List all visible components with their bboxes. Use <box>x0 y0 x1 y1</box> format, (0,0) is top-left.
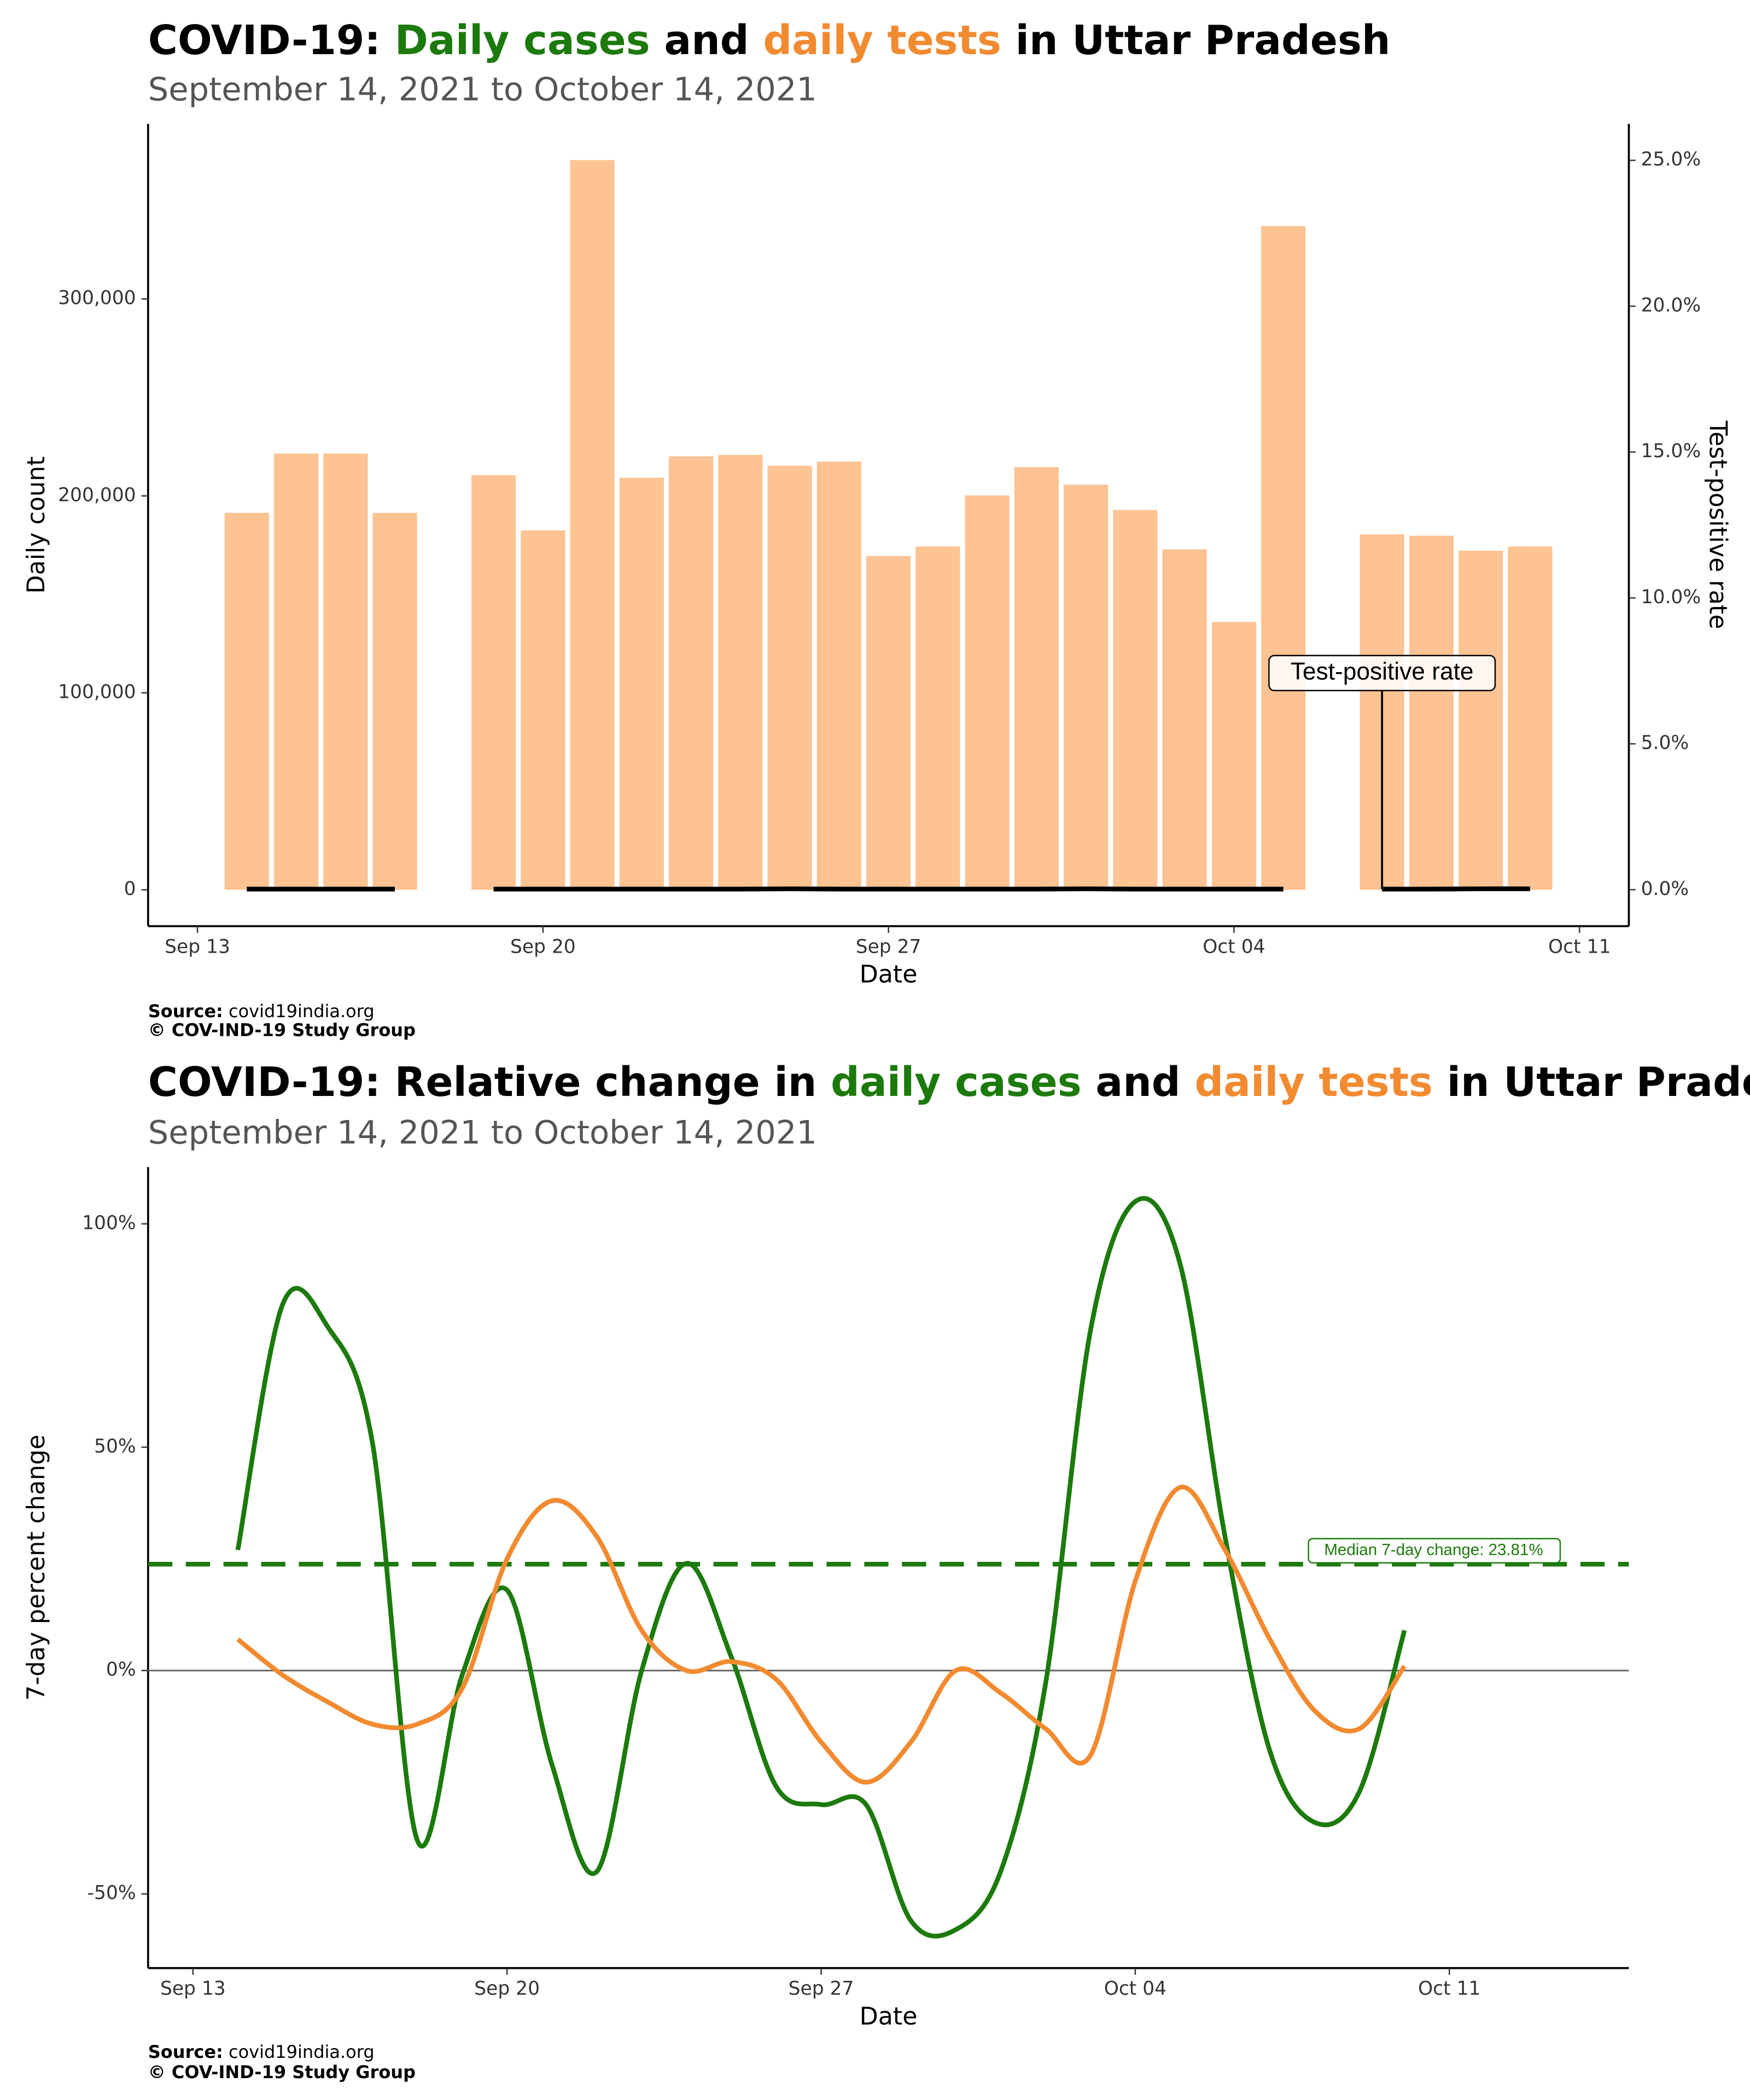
source-name: covid19india.org <box>229 2041 375 2062</box>
x-tick-label: Sep 20 <box>510 936 576 958</box>
bar <box>372 512 417 890</box>
y2-axis-label: Test-positive rate <box>1704 420 1731 629</box>
bar <box>816 462 861 890</box>
y-tick-label: 100% <box>82 1212 136 1234</box>
source-space <box>223 1001 229 1022</box>
bar <box>718 454 763 890</box>
y-tick-label: -50% <box>88 1882 136 1904</box>
y-tick-label: 0 <box>124 878 136 900</box>
x-tick-label: Sep 27 <box>789 1978 854 2000</box>
bar <box>619 477 664 890</box>
source-name: covid19india.org <box>229 1001 375 1022</box>
bar <box>1113 510 1158 890</box>
bar <box>471 475 516 890</box>
y2-tick-label: 20.0% <box>1641 294 1701 316</box>
x-tick-label: Sep 13 <box>165 936 230 958</box>
y2-tick-label: 0.0% <box>1641 878 1689 900</box>
annotation-box <box>1268 655 1496 692</box>
source: Source: covid19india.org <box>148 2041 375 2062</box>
y2-tick-label: 10.0% <box>1641 586 1701 608</box>
title-part: and <box>650 17 763 64</box>
bar <box>915 546 960 890</box>
source: Source: covid19india.org <box>148 1001 375 1022</box>
bar <box>668 456 714 890</box>
x-axis-label: Date <box>860 961 918 989</box>
bar <box>273 453 319 890</box>
title-part: and <box>1082 1059 1195 1106</box>
chart-title: COVID-19: Relative change in daily cases… <box>148 1059 1750 1106</box>
chart-subtitle: September 14, 2021 to October 14, 2021 <box>148 70 817 108</box>
bar <box>866 556 911 890</box>
title-part: daily tests <box>1194 1059 1433 1106</box>
title-part: Daily cases <box>395 17 650 64</box>
y2-tick-label: 25.0% <box>1641 149 1701 171</box>
y-axis-label: 7-day percent change <box>22 1434 50 1701</box>
title-part: in Uttar Pradesh <box>1433 1059 1750 1106</box>
source-space <box>223 2041 229 2062</box>
title-part: COVID-19: Relative change in <box>148 1059 831 1106</box>
series-line <box>236 1484 1407 1785</box>
title-part: daily cases <box>831 1059 1082 1106</box>
x-tick-label: Sep 20 <box>474 1978 540 2000</box>
y-tick-label: 200,000 <box>58 484 136 506</box>
series-line <box>235 1196 1407 1939</box>
source-label: Source: <box>148 1001 223 1022</box>
chart-title: COVID-19: Daily cases and daily tests in… <box>148 17 1391 64</box>
x-tick-label: Oct 11 <box>1418 1978 1480 2000</box>
bar <box>1211 622 1257 890</box>
bar <box>767 465 812 890</box>
bar <box>570 160 615 890</box>
bar <box>965 495 1010 890</box>
copyright: © COV-IND-19 Study Group <box>148 2062 416 2082</box>
bar <box>1162 549 1207 890</box>
median-box <box>1308 1538 1561 1564</box>
y2-tick-label: 5.0% <box>1641 732 1689 754</box>
bar <box>1508 546 1553 890</box>
y-tick-label: 300,000 <box>58 287 136 309</box>
x-tick-label: Sep 13 <box>160 1978 226 2000</box>
annotation: Test-positive rate <box>1291 658 1474 685</box>
bar <box>1064 485 1109 890</box>
bar <box>1409 535 1454 890</box>
bar <box>1459 550 1503 890</box>
median-label: Median 7-day change: 23.81% <box>1324 1541 1543 1559</box>
y-tick-label: 0% <box>106 1659 136 1681</box>
x-tick-label: Oct 04 <box>1104 1978 1166 2000</box>
x-tick-label: Oct 11 <box>1548 936 1611 958</box>
chart-subtitle: September 14, 2021 to October 14, 2021 <box>148 1113 817 1151</box>
title-part: COVID-19: <box>148 17 395 64</box>
y-tick-label: 50% <box>94 1436 136 1457</box>
copyright: © COV-IND-19 Study Group <box>148 1020 416 1041</box>
bar <box>224 512 269 890</box>
x-axis-label: Date <box>860 2003 918 2031</box>
y-tick-label: 100,000 <box>58 681 136 703</box>
y-axis-label: Daily count <box>22 456 50 593</box>
bar <box>323 453 368 890</box>
title-part: daily tests <box>763 17 1001 64</box>
y2-tick-label: 15.0% <box>1641 440 1701 462</box>
x-tick-label: Sep 27 <box>856 936 921 958</box>
bar <box>521 530 565 890</box>
bar <box>1014 467 1059 890</box>
x-tick-label: Oct 04 <box>1203 936 1265 958</box>
bar <box>1261 226 1306 890</box>
source-label: Source: <box>148 2041 223 2062</box>
title-part: in Uttar Pradesh <box>1001 17 1391 64</box>
